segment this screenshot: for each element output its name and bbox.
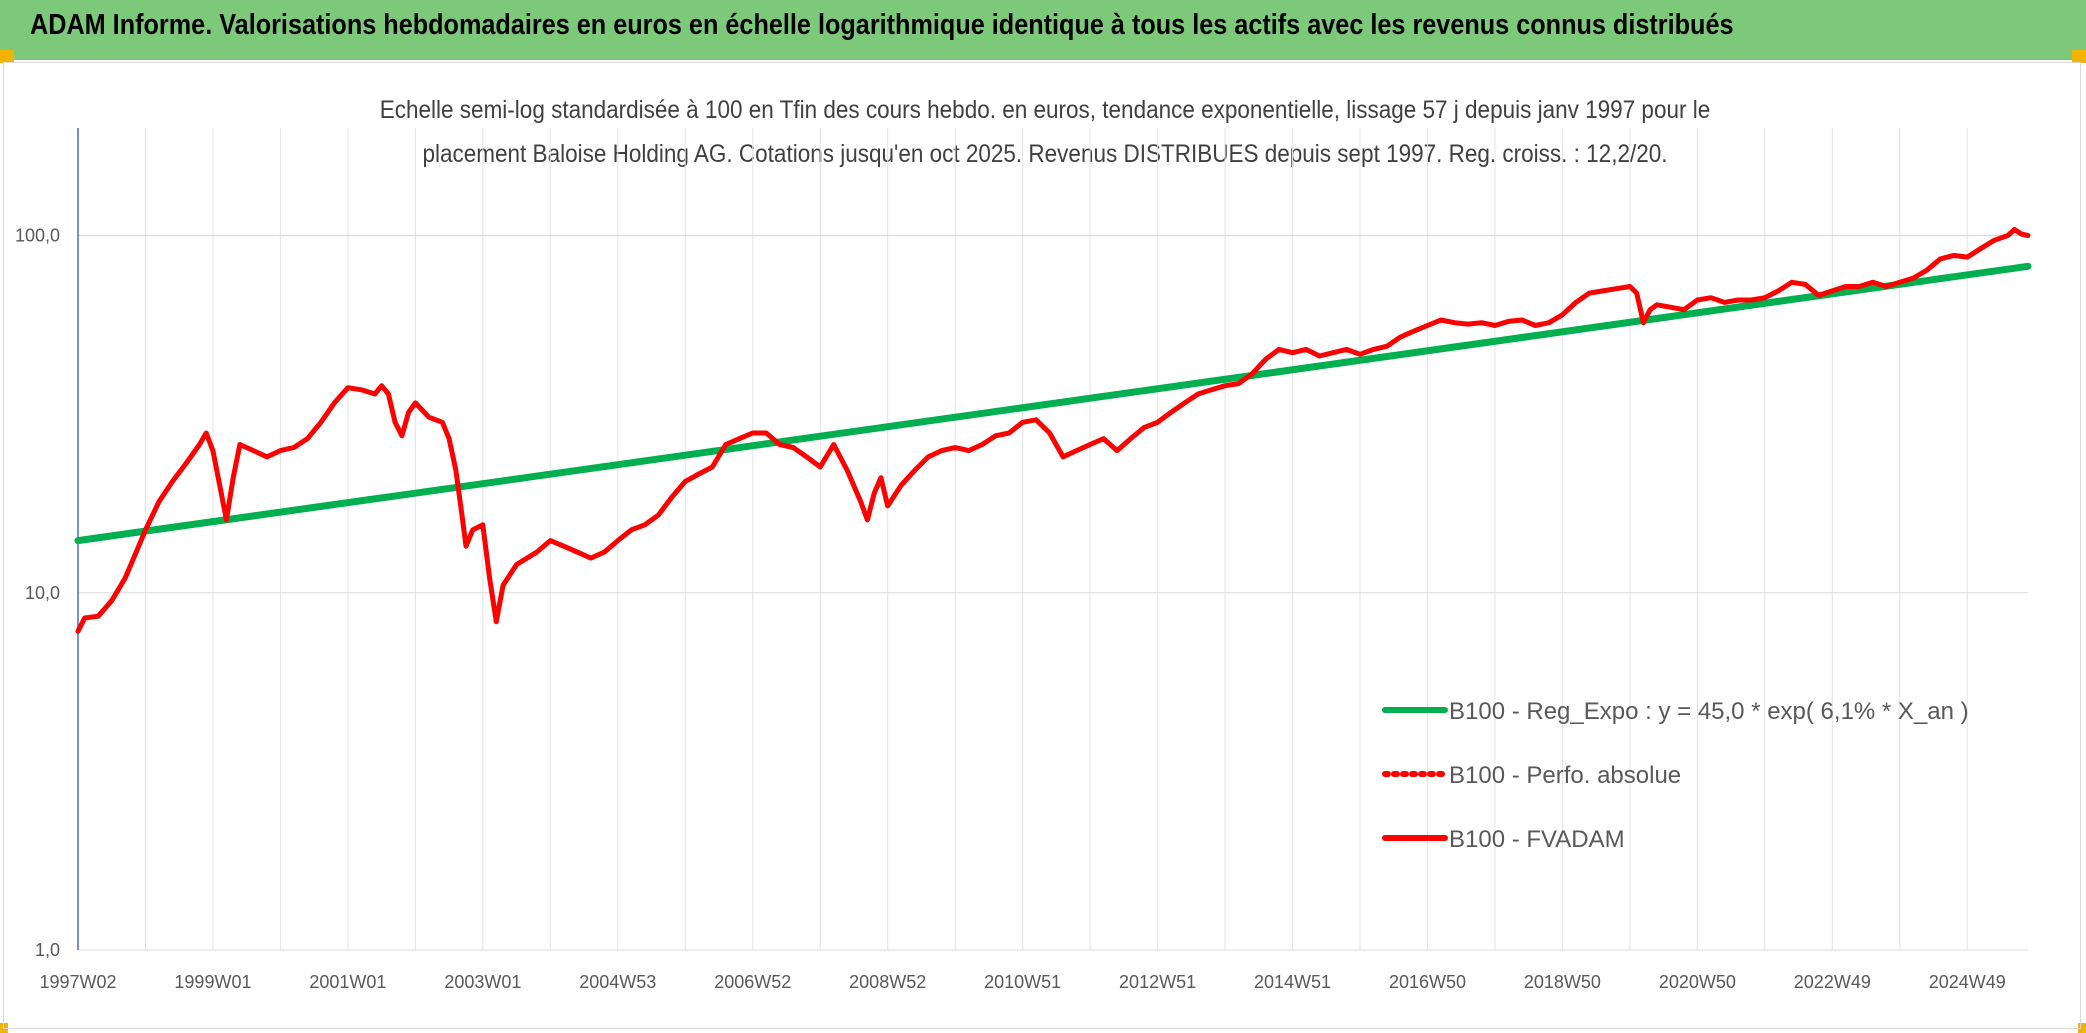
legend-label: B100 - Perfo. absolue [1449, 762, 1681, 789]
x-tick-label: 1997W02 [39, 972, 116, 992]
x-tick-label: 2004W53 [579, 972, 656, 992]
x-tick-label: 2022W49 [1794, 972, 1871, 992]
corner-marker-left [0, 50, 14, 63]
y-tick-label: 1,0 [35, 940, 60, 960]
corner-marker-bottom-right [2078, 1023, 2086, 1033]
corner-marker-right [2072, 50, 2086, 63]
x-tick-label: 2020W50 [1659, 972, 1736, 992]
x-tick-label: 2024W49 [1929, 972, 2006, 992]
x-tick-label: 2018W50 [1524, 972, 1601, 992]
x-tick-label: 1999W01 [174, 972, 251, 992]
series-line-2 [75, 227, 2031, 634]
x-tick-label: 2014W51 [1254, 972, 1331, 992]
x-tick-label: 2010W51 [984, 972, 1061, 992]
series-line-0 [74, 262, 2032, 545]
x-tick-label: 2001W01 [309, 972, 386, 992]
x-tick-label: 2006W52 [714, 972, 791, 992]
x-tick-label: 2016W50 [1389, 972, 1466, 992]
x-tick-label: 2012W51 [1119, 972, 1196, 992]
x-tick-label: 2008W52 [849, 972, 926, 992]
chart-title: Echelle semi-log standardisée à 100 en T… [285, 88, 1806, 176]
chart-frame [3, 62, 2081, 1029]
chart-title-line-2: placement Baloise Holding AG. Cotations … [422, 140, 1668, 168]
y-tick-label: 10,0 [25, 583, 60, 603]
x-tick-label: 2003W01 [444, 972, 521, 992]
report-title: ADAM Informe. Valorisations hebdomadaire… [30, 9, 1734, 41]
report-banner: ADAM Informe. Valorisations hebdomadaire… [0, 0, 2086, 60]
chart-title-line-1: Echelle semi-log standardisée à 100 en T… [379, 96, 1711, 124]
legend-label: B100 - FVADAM [1449, 826, 1625, 853]
legend-label: B100 - Reg_Expo : y = 45,0 * exp( 6,1% *… [1449, 698, 1969, 725]
y-tick-label: 100,0 [15, 226, 60, 246]
